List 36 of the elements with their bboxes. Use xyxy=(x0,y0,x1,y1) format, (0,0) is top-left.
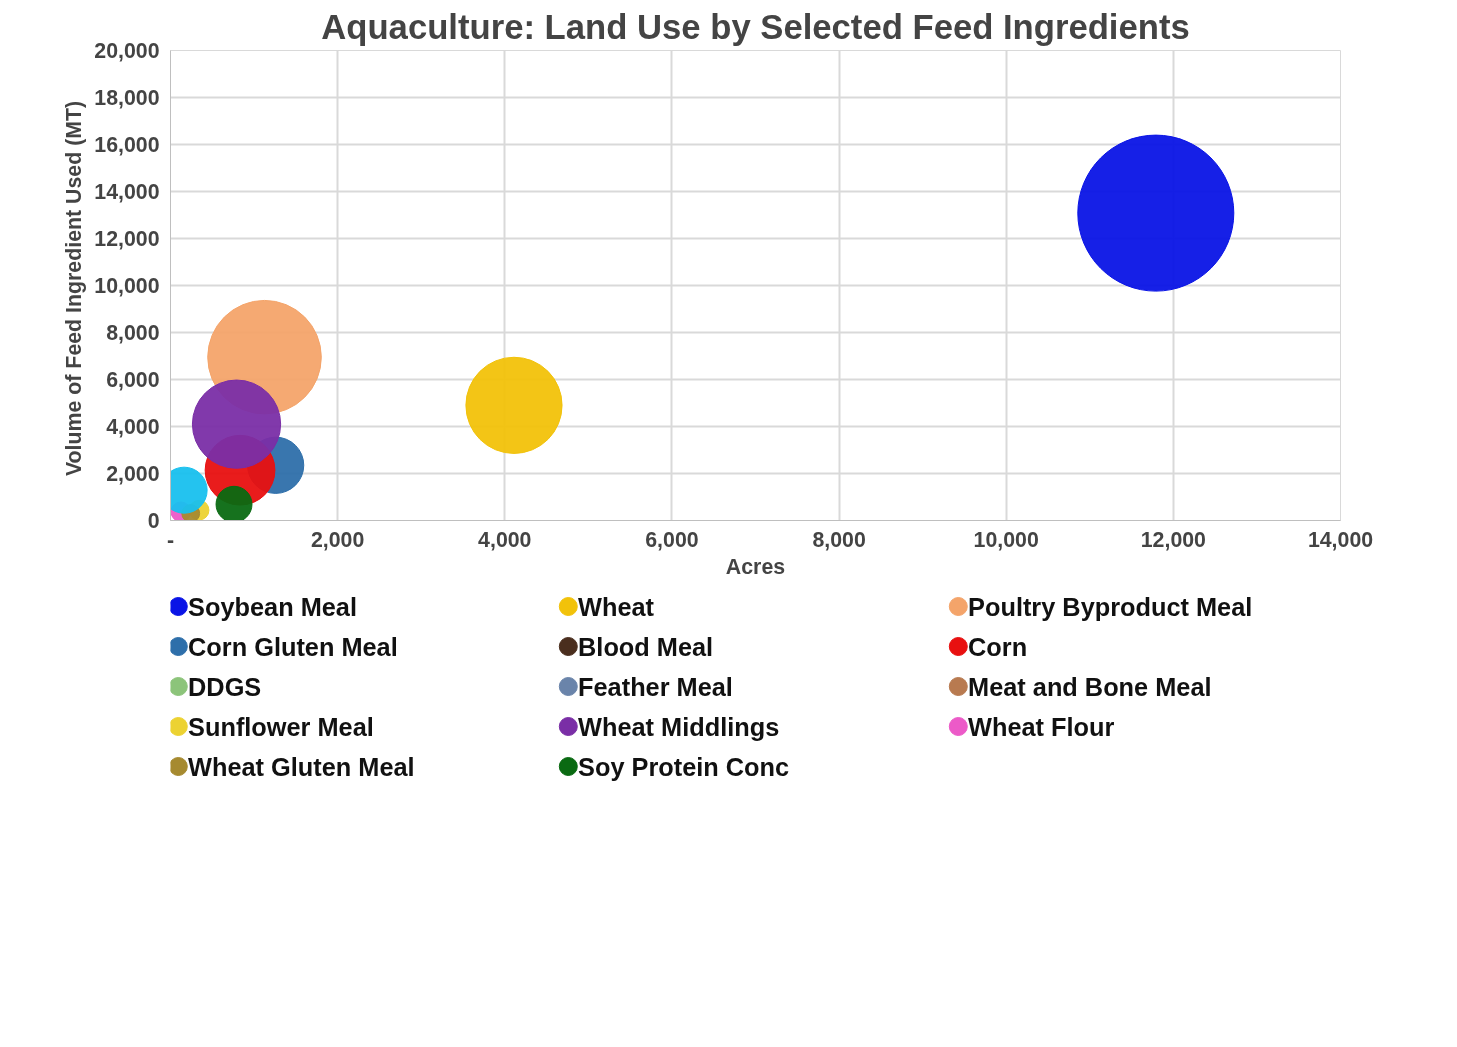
x-tick-label: 14,000 xyxy=(1307,527,1374,552)
x-tick-label: 4,000 xyxy=(478,527,532,552)
x-tick-label: 12,000 xyxy=(1140,527,1206,552)
legend-label: Wheat Flour xyxy=(968,712,1115,741)
y-tick-label: 14,000 xyxy=(94,180,160,204)
y-tick-label: 10,000 xyxy=(94,274,160,298)
legend-label: Corn xyxy=(968,632,1028,661)
x-tick-label: - xyxy=(166,527,175,552)
legend-label: Soy Protein Conc xyxy=(578,752,790,781)
y-tick-label: 8,000 xyxy=(106,321,160,345)
y-axis-title: Volume of Feed Ingredient Used (MT) xyxy=(62,100,87,477)
y-tick-label: 0 xyxy=(147,509,160,533)
x-tick-label: 8,000 xyxy=(812,527,866,552)
legend-label: Feather Meal xyxy=(578,672,733,701)
legend-label: DDGS xyxy=(188,672,262,701)
chart-title: Aquaculture: Land Use by Selected Feed Ingredients xyxy=(321,7,1190,46)
y-tick-label: 20,000 xyxy=(94,39,160,63)
legend-label: Meat and Bone Meal xyxy=(968,672,1212,701)
legend-label: Wheat Middlings xyxy=(578,712,780,741)
legend-label: Wheat xyxy=(578,592,655,621)
y-tick-label: 6,000 xyxy=(106,368,160,392)
y-tick-label: 12,000 xyxy=(94,227,160,251)
y-tick-label: 16,000 xyxy=(94,133,160,157)
x-axis-title: Acres xyxy=(725,554,786,579)
x-tick-label: 6,000 xyxy=(645,527,699,552)
y-tick-label: 18,000 xyxy=(94,86,160,110)
y-tick-label: 4,000 xyxy=(106,415,160,439)
x-tick-label: 2,000 xyxy=(310,527,365,552)
legend-label: Blood Meal xyxy=(578,632,714,661)
x-tick-label: 10,000 xyxy=(973,527,1039,552)
legend-label: Poultry Byproduct Meal xyxy=(968,592,1253,621)
legend-label: Sunflower Meal xyxy=(188,712,374,741)
y-tick-label: 2,000 xyxy=(106,462,160,486)
legend-label: Wheat Gluten Meal xyxy=(188,752,415,781)
legend-label: Soybean Meal xyxy=(188,592,357,621)
legend-label: Corn Gluten Meal xyxy=(188,632,398,661)
